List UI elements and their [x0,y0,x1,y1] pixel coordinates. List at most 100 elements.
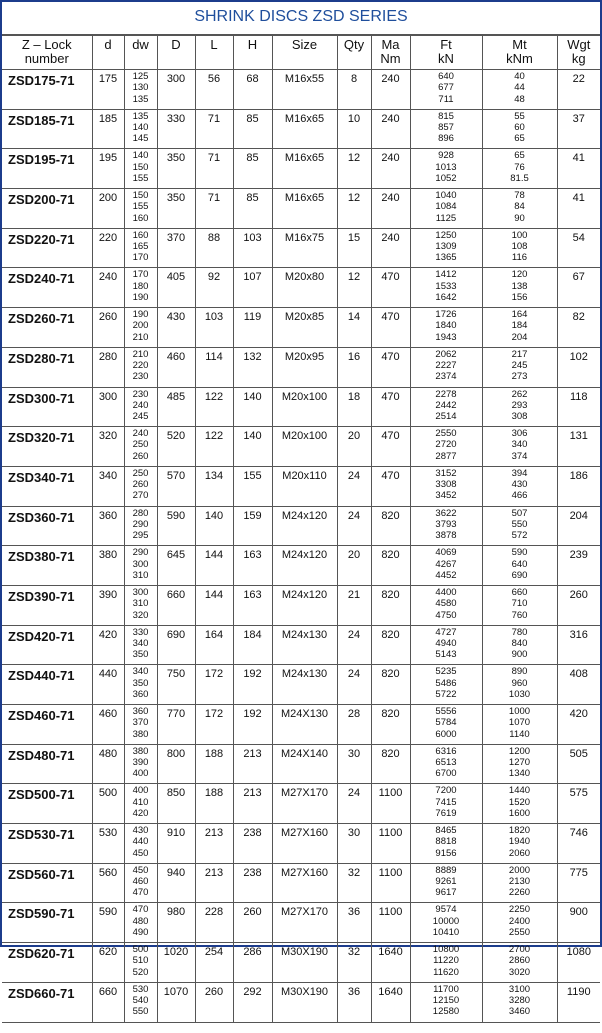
table-row: ZSD460-71 460 360 370 380 770 172 192 M24X130 28 8… [2,704,600,745]
cell-ma: 820 [370,545,410,586]
cell-l: 213 [194,863,233,904]
table-row: ZSD560-71 560 450 460 470 940 213 238 M27X160 32 1… [2,863,600,904]
cell-value: 210 [132,331,149,343]
cell-value: 2550 [435,428,457,440]
cell-name: ZSD480-71 [2,744,92,785]
cell-mt: 306 340 374 [481,426,557,467]
cell-value: 840 [511,637,528,649]
cell-value: 340 [132,637,149,649]
table-row: ZSD195-71 195 140 150 155 350 71 85 M16x65 12 240 9… [2,148,600,190]
cell-qty: 32 [336,863,371,904]
cell-value: 270 [132,490,149,502]
cell-wgt: 102 [556,347,600,388]
cell-value: 1365 [435,252,457,264]
table-row: ZSD280-71 280 210 220 230 460 114 132 M20x95 16 47… [2,347,600,388]
cell-mt: 660 710 760 [481,585,557,626]
cell-value: 220 [132,360,149,372]
cell-ft: 1040 1084 1125 [409,188,482,229]
cell-value: 2278 [435,388,457,400]
cell-value: 1052 [435,172,457,184]
cell-value: 2720 [435,439,457,451]
cell-value: 350 [132,677,149,689]
cell-value: 48 [514,93,525,105]
cell-wgt: 775 [556,863,600,904]
cell-size: M27X160 [271,823,337,864]
header-text: kNm [506,51,533,66]
cell-value: 3878 [435,530,457,542]
cell-value: 2062 [435,348,457,360]
cell-d: 660 [91,982,124,1023]
cell-value: 230 [132,388,149,400]
cell-ft: 4400 4580 4750 [409,585,482,626]
table-row: ZSD480-71 480 380 390 400 800 188 213 M24X140 30 8… [2,744,600,785]
cell-value: 155 [132,201,149,213]
cell-value: 896 [438,133,454,145]
cell-mt: 120 138 156 [481,267,557,309]
cell-name: ZSD420-71 [2,625,92,666]
cell-value: 1726 [435,309,457,321]
cell-name: ZSD340-71 [2,466,92,507]
cell-value: 290 [132,518,149,530]
header-text: D [171,37,181,52]
cell-value: 138 [511,280,528,292]
cell-mt: 890 960 1030 [481,664,557,705]
cell-value: 8465 [435,825,457,837]
cell-qty: 12 [336,188,371,229]
table-row: ZSD360-71 360 280 290 295 590 140 159 M24x120 24 8… [2,506,600,547]
cell-name: ZSD185-71 [2,109,92,150]
cell-l: 88 [194,228,233,269]
cell-value: 4727 [435,626,457,638]
cell-value: 240 [132,399,149,411]
cell-value: 184 [511,320,528,332]
cell-d: 405 [156,267,195,309]
cell-value: 165 [132,241,149,253]
cell-l: 92 [194,267,233,309]
cell-value: 450 [132,847,149,859]
cell-value: 7415 [435,796,457,808]
header-screw-size: Size [271,36,337,70]
cell-value: 677 [438,82,454,94]
cell-value: 140 [132,121,149,133]
cell-h: 107 [232,267,272,309]
cell-d: 340 [91,466,124,507]
cell-name: ZSD260-71 [2,307,92,348]
table-row: ZSD340-71 340 250 260 270 570 134 155 M20x110 24 4… [2,466,600,507]
cell-wgt: 1080 [556,942,600,983]
cell-d: 300 [156,69,195,110]
cell-d: 350 [156,148,195,190]
cell-wgt: 67 [556,267,600,309]
table-row: ZSD300-71 300 230 240 245 485 122 140 M20x100 18 4… [2,387,600,428]
cell-value: 500 [132,944,149,956]
cell-value: 260 [132,450,149,462]
cell-l: 213 [194,823,233,864]
cell-d: 320 [91,426,124,467]
cell-dw: 150 155 160 [123,188,157,229]
cell-ft: 4727 4940 5143 [409,625,482,666]
cell-value: 690 [511,569,528,581]
cell-wgt: 204 [556,506,600,547]
cell-h: 292 [232,982,272,1023]
cell-value: 1440 [508,785,531,797]
cell-h: 213 [232,783,272,825]
cell-ma: 820 [370,744,410,785]
table-row: ZSD185-71 185 135 140 145 330 71 85 M16x65 10 240 8… [2,109,600,150]
cell-value: 320 [132,609,149,621]
header-dw: dw [123,36,157,70]
cell-d: 390 [91,585,124,626]
cell-size: M27X160 [271,863,337,904]
cell-value: 2877 [435,450,457,462]
cell-value: 890 [511,666,528,678]
cell-qty: 18 [336,387,371,428]
cell-l: 71 [194,188,233,229]
table-row: ZSD500-71 500 400 410 420 850 188 213 M27X170 24 1… [2,783,600,825]
header-text: Mt [512,37,527,52]
cell-size: M30X190 [271,942,337,983]
cell-dw: 380 390 400 [123,744,157,785]
cell-ft: 2278 2442 2514 [409,387,482,428]
cell-dw: 210 220 230 [123,347,157,388]
cell-value: 394 [511,467,528,479]
cell-value: 240 [132,428,149,440]
cell-value: 135 [132,93,149,105]
header-text: Size [291,37,318,52]
cell-value: 520 [132,966,149,978]
